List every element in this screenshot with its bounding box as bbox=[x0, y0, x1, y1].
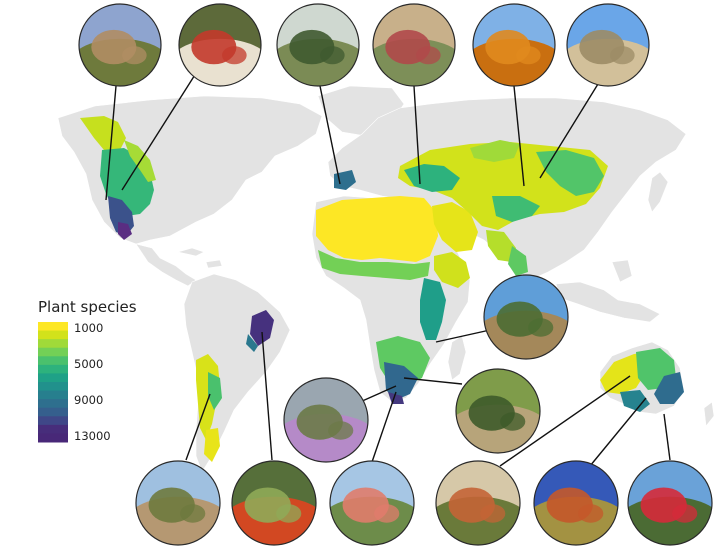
legend-color-bar bbox=[38, 322, 68, 443]
region-anatolia-iran bbox=[404, 164, 460, 192]
photo-frame bbox=[283, 377, 369, 463]
legend-swatch bbox=[38, 356, 68, 366]
region-mongolia-green bbox=[536, 150, 604, 196]
photo-frame bbox=[78, 3, 162, 87]
leader-red-succulent bbox=[413, 85, 421, 185]
new-zealand-land bbox=[703, 401, 715, 427]
legend-swatch bbox=[38, 382, 68, 392]
legend-swatch bbox=[38, 347, 68, 357]
central-america-land bbox=[135, 243, 197, 287]
dryland-regions bbox=[80, 116, 684, 462]
leader-autumn-poplar bbox=[513, 85, 525, 187]
region-arabia bbox=[432, 202, 478, 252]
region-australia-yellow bbox=[600, 352, 648, 394]
photo-frame bbox=[472, 3, 556, 87]
photo-frame bbox=[372, 3, 456, 87]
region-india-west bbox=[486, 230, 516, 262]
leader-saxaul bbox=[539, 83, 599, 179]
legend-swatch bbox=[38, 399, 68, 409]
leader-red-eucalyptus bbox=[663, 413, 671, 461]
leader-uluru bbox=[589, 397, 647, 467]
photo-frame bbox=[455, 368, 541, 454]
region-northern-great-basin bbox=[80, 116, 126, 150]
photo-frame bbox=[533, 460, 619, 546]
legend-swatch bbox=[38, 433, 68, 443]
legend: Plant species 1000 5000 9000 13000 bbox=[38, 298, 137, 443]
leader-red-flowering-cactus bbox=[121, 69, 199, 191]
legend-ticks: 1000 5000 9000 13000 bbox=[74, 321, 111, 443]
uluru-photo bbox=[534, 461, 618, 545]
desert-mountain-cactus-photo bbox=[79, 4, 161, 86]
legend-tick-label: 1000 bbox=[74, 321, 103, 335]
region-patagonia-yellow bbox=[204, 428, 220, 462]
region-caspian-north bbox=[470, 140, 520, 162]
photo-frame bbox=[276, 3, 360, 87]
region-caatinga-edge bbox=[246, 334, 258, 352]
region-tibet-edge bbox=[492, 196, 540, 222]
photo-frame bbox=[231, 460, 317, 546]
southeast-asia-islands bbox=[555, 259, 661, 323]
photo-frame bbox=[483, 274, 569, 360]
legend-swatch bbox=[38, 339, 68, 349]
legend-title: Plant species bbox=[38, 298, 137, 316]
legend-swatch bbox=[38, 416, 68, 426]
oak-savanna-tree-photo bbox=[277, 4, 359, 86]
region-australia-east bbox=[654, 372, 684, 404]
photo-frame bbox=[627, 460, 713, 546]
photo-frame bbox=[435, 460, 521, 546]
succulent-karoo-flowers-photo bbox=[284, 378, 368, 462]
japan-land bbox=[647, 171, 669, 213]
legend-tick-label: 5000 bbox=[74, 357, 103, 371]
legend-swatch bbox=[38, 364, 68, 374]
legend-swatch bbox=[38, 330, 68, 340]
region-cape bbox=[388, 392, 404, 404]
leader-protea bbox=[371, 391, 397, 463]
spinifex-red-sand-photo bbox=[436, 461, 520, 545]
autumn-poplar-water-photo bbox=[473, 4, 555, 86]
leader-lines bbox=[105, 69, 671, 467]
region-india-green bbox=[508, 246, 528, 276]
leader-mopane-woodland bbox=[403, 377, 463, 385]
caatinga-tree-photo bbox=[136, 461, 220, 545]
leader-flowering-cactus-stems bbox=[261, 331, 273, 461]
region-horn-of-africa bbox=[434, 252, 470, 288]
leader-oak-savanna bbox=[319, 85, 341, 185]
red-flowering-cactus-photo bbox=[179, 4, 261, 86]
region-caatinga bbox=[250, 310, 274, 346]
photo-frame bbox=[329, 460, 415, 546]
flowering-cactus-stems-photo bbox=[232, 461, 316, 545]
region-mexican-core bbox=[118, 222, 132, 240]
photo-circles bbox=[78, 3, 713, 546]
legend-tick-label: 13000 bbox=[74, 429, 111, 443]
photo-frame bbox=[566, 3, 650, 87]
leader-acacia-woodland bbox=[435, 329, 491, 343]
legend-swatch bbox=[38, 390, 68, 400]
region-chaco-green bbox=[208, 372, 222, 410]
region-sahara bbox=[316, 196, 438, 262]
leader-desert-mountain-cactus bbox=[105, 85, 117, 201]
red-succulent-pods-photo bbox=[373, 4, 455, 86]
red-eucalyptus-flowers-photo bbox=[628, 461, 712, 545]
photo-frame bbox=[135, 460, 221, 546]
protea-flowers-photo bbox=[330, 461, 414, 545]
caribbean-islands bbox=[177, 247, 223, 269]
leader-spinifex bbox=[499, 375, 631, 467]
region-east-africa-corridor bbox=[420, 278, 446, 340]
legend-swatch bbox=[38, 407, 68, 417]
legend-swatch bbox=[38, 322, 68, 332]
madagascar-land bbox=[447, 335, 467, 381]
saxaul-shrub-photo bbox=[567, 4, 649, 86]
legend-swatch bbox=[38, 373, 68, 383]
region-australia-south bbox=[620, 390, 650, 412]
region-southern-africa-dark bbox=[384, 362, 418, 400]
leader-succulent-karoo bbox=[359, 385, 397, 403]
legend-swatch bbox=[38, 424, 68, 434]
leader-caatinga-tree bbox=[185, 393, 211, 461]
photo-frame bbox=[178, 3, 262, 87]
region-iberia bbox=[334, 170, 356, 190]
world-landmass bbox=[57, 85, 715, 473]
region-sahel bbox=[318, 250, 430, 280]
legend-tick-label: 9000 bbox=[74, 393, 103, 407]
